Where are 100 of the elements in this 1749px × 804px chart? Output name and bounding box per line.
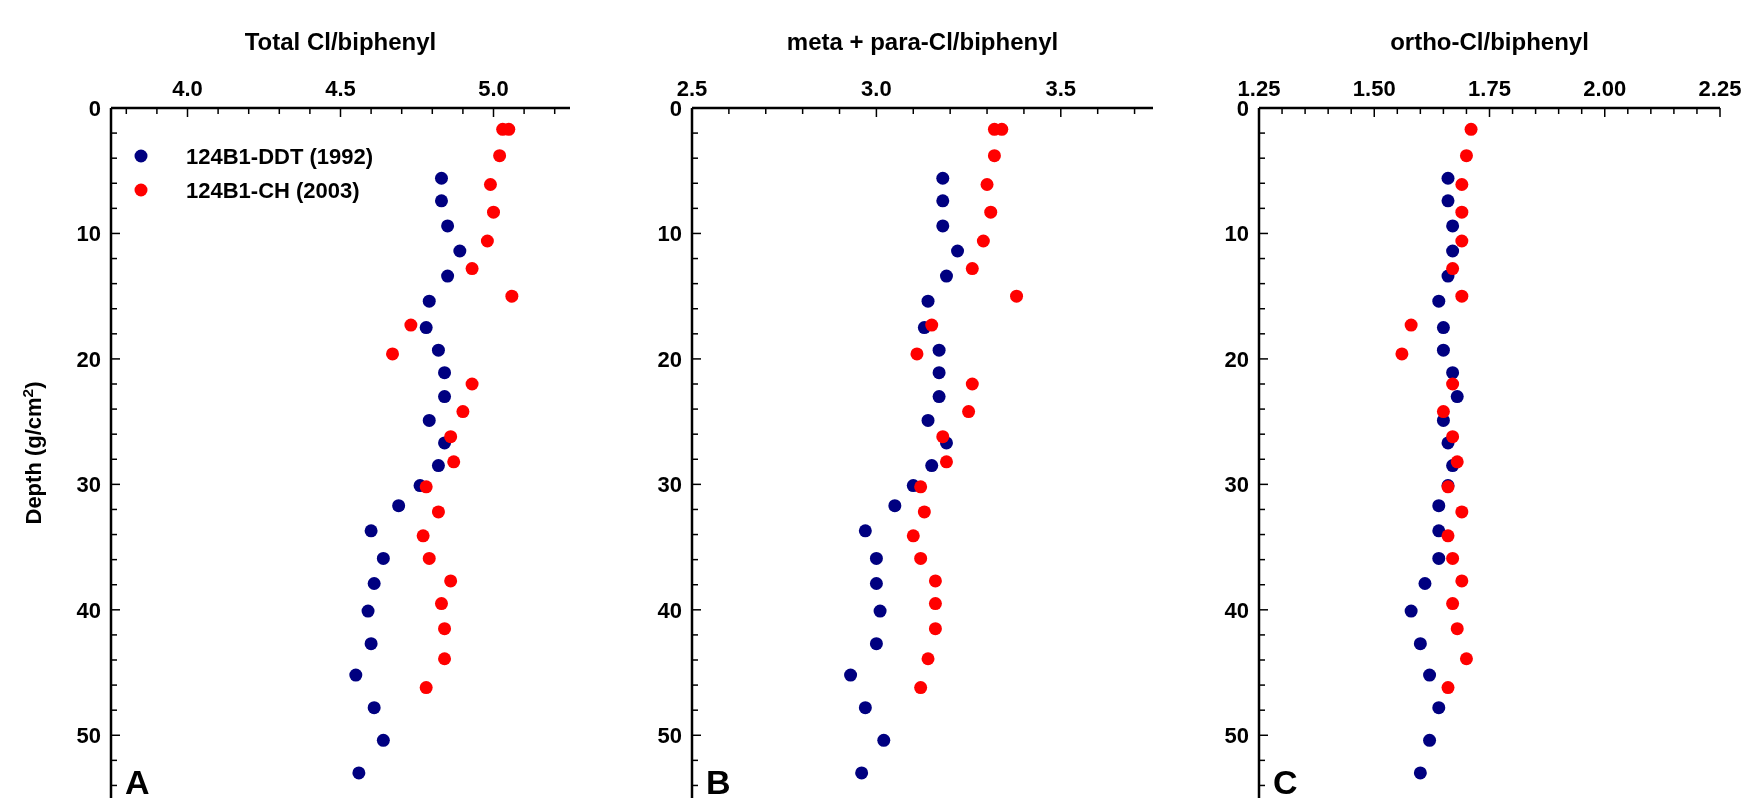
y-tick-label: 40 (1224, 597, 1249, 623)
x-tick-label: 5.0 (478, 76, 509, 101)
point (910, 347, 924, 361)
point (419, 480, 433, 494)
chart-title: Total Cl/biphenyl (244, 28, 437, 55)
y-tick-label: 40 (76, 597, 101, 623)
point (932, 366, 946, 380)
point (1446, 262, 1460, 276)
y-tick-label: 30 (657, 472, 682, 498)
point (936, 171, 950, 185)
point (858, 524, 872, 538)
y-tick-label: 10 (657, 221, 682, 247)
point (431, 343, 445, 357)
point (925, 318, 939, 332)
point (936, 194, 950, 208)
point (1441, 681, 1455, 695)
point (1455, 574, 1469, 588)
point (962, 405, 976, 419)
point (917, 505, 931, 519)
point (914, 480, 928, 494)
point (441, 219, 455, 233)
point (921, 652, 935, 666)
x-tick-label: 4.5 (325, 76, 356, 101)
x-tick-label: 1.50 (1352, 76, 1396, 101)
y-tick-label: 10 (76, 221, 101, 247)
x-tick-label: 2.00 (1583, 76, 1627, 101)
point (855, 766, 869, 780)
point (367, 701, 381, 715)
point (987, 149, 1001, 163)
point (465, 377, 479, 391)
annotation: B (706, 763, 731, 801)
point (376, 551, 390, 565)
point (1423, 733, 1437, 747)
point (1455, 178, 1469, 192)
point (1418, 576, 1432, 590)
point (453, 244, 467, 258)
point (1446, 377, 1460, 391)
point (873, 604, 887, 618)
point (932, 343, 946, 357)
point (1446, 430, 1460, 444)
point (1450, 622, 1464, 636)
point (444, 574, 458, 588)
point (480, 234, 494, 248)
point (906, 529, 920, 543)
point (951, 244, 965, 258)
point (877, 733, 891, 747)
point (976, 234, 990, 248)
point (921, 413, 935, 427)
point (928, 622, 942, 636)
point (914, 681, 928, 695)
point (1010, 289, 1024, 303)
point (431, 459, 445, 473)
chart-title: ortho-Cl/biphenyl (1390, 28, 1589, 55)
point (361, 604, 375, 618)
point (1446, 551, 1460, 565)
point (1441, 171, 1455, 185)
point (1432, 701, 1446, 715)
point (1423, 668, 1437, 682)
y-tick-label: 40 (657, 597, 682, 623)
y-tick-label: 0 (88, 95, 101, 121)
point (444, 430, 458, 444)
point (1436, 405, 1450, 419)
point (1404, 318, 1418, 332)
point (392, 499, 406, 513)
point (1455, 505, 1469, 519)
point (447, 455, 461, 469)
annotation: C (1273, 763, 1298, 801)
point (352, 766, 366, 780)
point (939, 455, 953, 469)
point (1432, 294, 1446, 308)
point (1446, 219, 1460, 233)
point (367, 576, 381, 590)
point (844, 668, 858, 682)
x-tick-label: 1.75 (1468, 76, 1511, 101)
point (422, 551, 436, 565)
point (1441, 529, 1455, 543)
legend-label: 124B1-CH (2003) (186, 177, 360, 203)
point (888, 499, 902, 513)
point (419, 321, 433, 335)
point (1413, 637, 1427, 651)
x-tick-label: 3.0 (861, 76, 892, 101)
y-tick-label: 50 (1224, 722, 1249, 748)
point (434, 171, 448, 185)
point (936, 219, 950, 233)
point (1459, 652, 1473, 666)
point (869, 637, 883, 651)
point (438, 390, 452, 404)
point (932, 390, 946, 404)
x-tick-label: 3.5 (1045, 76, 1077, 101)
y-tick-label: 10 (1224, 221, 1249, 247)
x-tick-label: 2.25 (1698, 76, 1742, 101)
point (493, 149, 507, 163)
point (858, 701, 872, 715)
point (869, 551, 883, 565)
point (1446, 366, 1460, 380)
point (1450, 390, 1464, 404)
point (376, 733, 390, 747)
point (925, 459, 939, 473)
point (505, 289, 519, 303)
y-tick-label: 30 (1224, 472, 1249, 498)
